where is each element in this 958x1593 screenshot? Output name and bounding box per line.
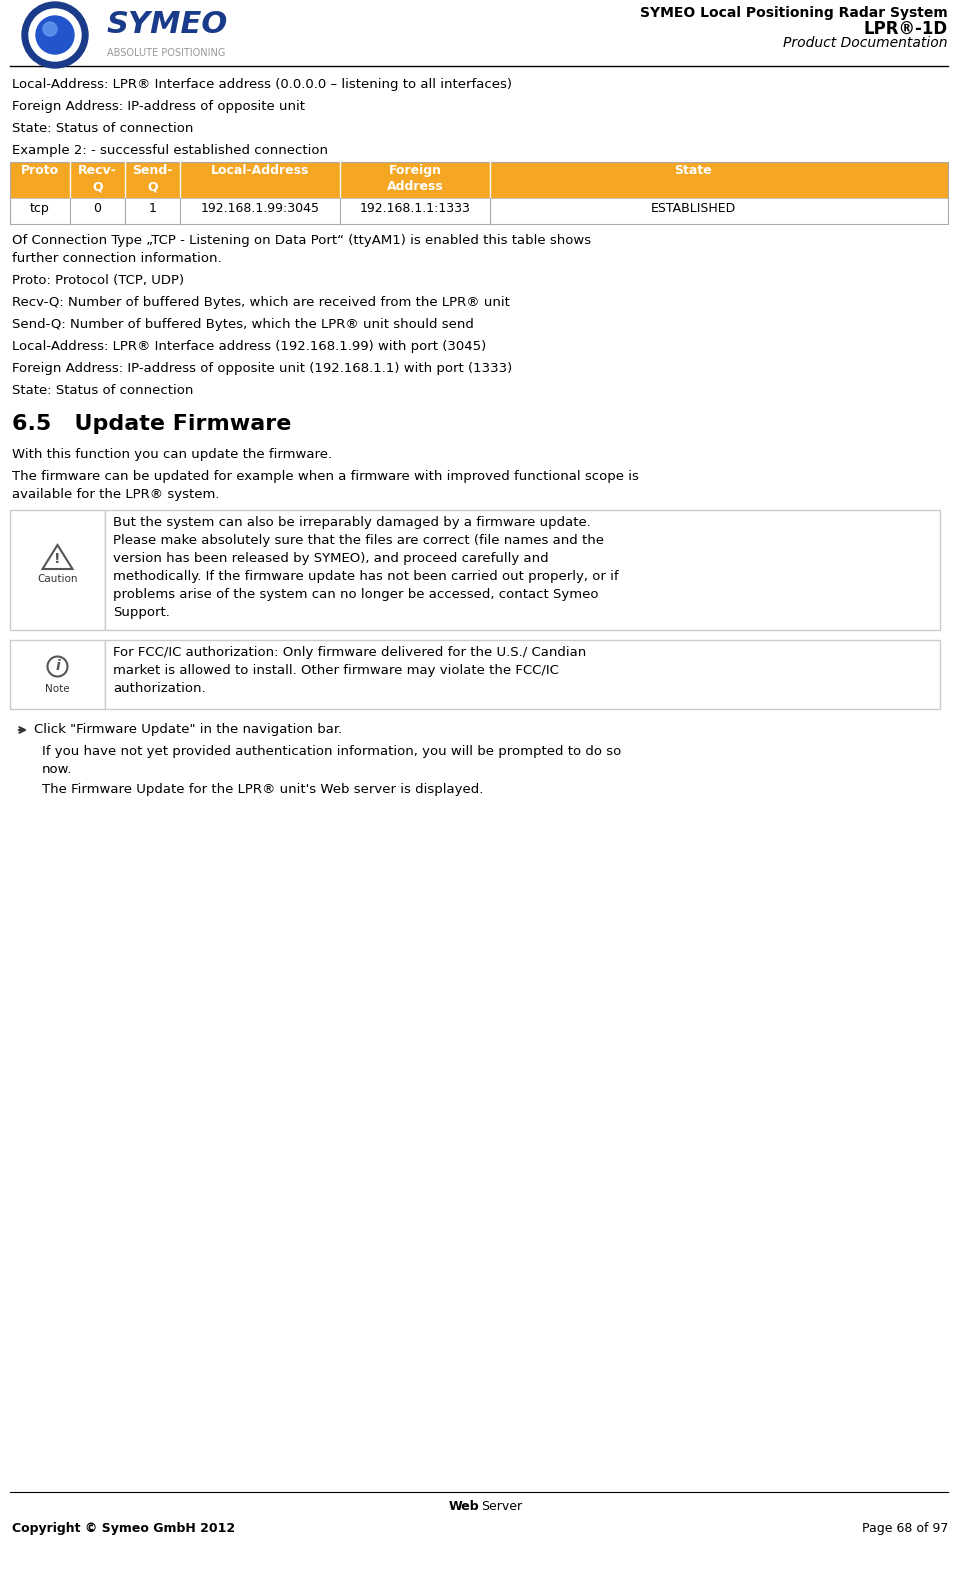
Polygon shape bbox=[42, 545, 73, 569]
Text: Foreign Address: IP-address of opposite unit (192.168.1.1) with port (1333): Foreign Address: IP-address of opposite … bbox=[12, 362, 513, 374]
Text: Foreign
Address: Foreign Address bbox=[387, 164, 444, 193]
Text: Note: Note bbox=[45, 685, 70, 695]
Text: Web: Web bbox=[448, 1501, 479, 1513]
Text: SYMEO: SYMEO bbox=[107, 10, 228, 38]
Text: Send-Q: Number of buffered Bytes, which the LPR® unit should send: Send-Q: Number of buffered Bytes, which … bbox=[12, 319, 474, 331]
Text: 0: 0 bbox=[94, 202, 102, 215]
Text: Local-Address: Local-Address bbox=[211, 164, 309, 177]
Text: Recv-
Q: Recv- Q bbox=[79, 164, 117, 193]
FancyBboxPatch shape bbox=[10, 198, 948, 225]
Text: For FCC/IC authorization: Only firmware delivered for the U.S./ Candian
market i: For FCC/IC authorization: Only firmware … bbox=[113, 647, 586, 695]
Text: If you have not yet provided authentication information, you will be prompted to: If you have not yet provided authenticat… bbox=[42, 746, 621, 776]
Circle shape bbox=[43, 22, 57, 37]
Circle shape bbox=[48, 656, 67, 677]
FancyBboxPatch shape bbox=[10, 510, 105, 629]
Text: 6.5   Update Firmware: 6.5 Update Firmware bbox=[12, 414, 291, 433]
Text: 192.168.1.1:1333: 192.168.1.1:1333 bbox=[359, 202, 470, 215]
Text: Foreign Address: IP-address of opposite unit: Foreign Address: IP-address of opposite … bbox=[12, 100, 305, 113]
Text: Send-
Q: Send- Q bbox=[132, 164, 172, 193]
Text: tcp: tcp bbox=[30, 202, 50, 215]
Text: The firmware can be updated for example when a firmware with improved functional: The firmware can be updated for example … bbox=[12, 470, 639, 502]
Text: State: Status of connection: State: Status of connection bbox=[12, 123, 194, 135]
Text: Page 68 of 97: Page 68 of 97 bbox=[861, 1521, 948, 1536]
Text: ESTABLISHED: ESTABLISHED bbox=[650, 202, 736, 215]
Text: State: State bbox=[674, 164, 712, 177]
Text: 192.168.1.99:3045: 192.168.1.99:3045 bbox=[200, 202, 320, 215]
Text: Proto: Proto bbox=[21, 164, 59, 177]
Text: State: Status of connection: State: Status of connection bbox=[12, 384, 194, 397]
Text: But the system can also be irreparably damaged by a firmware update.
Please make: But the system can also be irreparably d… bbox=[113, 516, 619, 620]
FancyBboxPatch shape bbox=[105, 510, 940, 629]
Text: Local-Address: LPR® Interface address (192.168.1.99) with port (3045): Local-Address: LPR® Interface address (1… bbox=[12, 339, 487, 354]
FancyBboxPatch shape bbox=[10, 162, 948, 198]
Text: Product Documentation: Product Documentation bbox=[784, 37, 948, 49]
Text: LPR®-1D: LPR®-1D bbox=[864, 21, 948, 38]
FancyBboxPatch shape bbox=[105, 640, 940, 709]
Text: ABSOLUTE POSITIONING: ABSOLUTE POSITIONING bbox=[107, 48, 225, 57]
Text: Recv-Q: Number of buffered Bytes, which are received from the LPR® unit: Recv-Q: Number of buffered Bytes, which … bbox=[12, 296, 510, 309]
Text: SYMEO Local Positioning Radar System: SYMEO Local Positioning Radar System bbox=[640, 6, 948, 21]
Text: Server: Server bbox=[481, 1501, 522, 1513]
Text: The Firmware Update for the LPR® unit's Web server is displayed.: The Firmware Update for the LPR® unit's … bbox=[42, 784, 484, 796]
Text: Copyright © Symeo GmbH 2012: Copyright © Symeo GmbH 2012 bbox=[12, 1521, 235, 1536]
Circle shape bbox=[22, 2, 88, 68]
Text: i: i bbox=[56, 660, 59, 674]
Text: 1: 1 bbox=[148, 202, 156, 215]
Circle shape bbox=[29, 10, 81, 61]
Text: Caution: Caution bbox=[37, 573, 78, 585]
Text: !: ! bbox=[55, 553, 60, 566]
FancyBboxPatch shape bbox=[10, 640, 105, 709]
Text: Of Connection Type „TCP - Listening on Data Port“ (ttyAM1) is enabled this table: Of Connection Type „TCP - Listening on D… bbox=[12, 234, 591, 264]
Text: Click "Firmware Update" in the navigation bar.: Click "Firmware Update" in the navigatio… bbox=[34, 723, 342, 736]
Text: Local-Address: LPR® Interface address (0.0.0.0 – listening to all interfaces): Local-Address: LPR® Interface address (0… bbox=[12, 78, 512, 91]
Text: With this function you can update the firmware.: With this function you can update the fi… bbox=[12, 448, 332, 460]
Text: Example 2: - successful established connection: Example 2: - successful established conn… bbox=[12, 143, 328, 158]
Text: Proto: Protocol (TCP, UDP): Proto: Protocol (TCP, UDP) bbox=[12, 274, 184, 287]
Circle shape bbox=[36, 16, 74, 54]
